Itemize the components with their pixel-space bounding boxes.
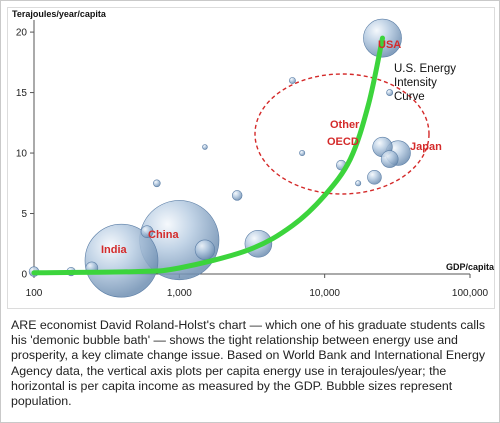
bubble	[140, 225, 154, 238]
bubble	[355, 180, 362, 187]
x-axis-title: GDP/capita	[446, 262, 495, 272]
y-tick-label: 20	[16, 28, 28, 39]
y-axis-title: Terajoules/year/capita	[12, 9, 107, 19]
bubble	[231, 190, 243, 201]
curve-annotation-line1: U.S. Energy	[394, 63, 456, 75]
oecd-label: OECD	[327, 136, 359, 148]
ticks: 100 1,000 10,000 100,000 0 5 10 15 20	[16, 28, 489, 299]
y-tick-label: 15	[16, 88, 28, 99]
china-label: China	[148, 229, 179, 241]
bubble	[380, 150, 399, 168]
usa-label: USA	[378, 39, 401, 51]
bubble	[202, 144, 208, 150]
japan-label: Japan	[410, 141, 442, 153]
x-tick-label: 100,000	[452, 288, 489, 299]
bubble-india	[84, 223, 159, 298]
figure-caption: ARE economist David Roland-Holst's chart…	[11, 318, 486, 409]
bubble	[289, 77, 296, 84]
oecd-region-ellipse	[254, 73, 430, 195]
y-tick-label: 10	[16, 149, 28, 160]
curve-annotation-line2: Intensity	[394, 77, 437, 89]
curve-annotation-line3: Curve	[394, 91, 425, 103]
x-tick-label: 1,000	[167, 288, 192, 299]
bubble	[194, 239, 216, 260]
bubble	[386, 89, 394, 96]
bubble	[299, 150, 306, 157]
bubble	[367, 169, 382, 185]
bubble-chart: 100 1,000 10,000 100,000 0 5 10 15 20 Terajoules…	[12, 9, 495, 299]
chart-panel: 100 1,000 10,000 100,000 0 5 10 15 20 Terajoules…	[7, 7, 495, 309]
energy-intensity-curve	[31, 35, 385, 276]
india-label: India	[101, 244, 128, 256]
other-label: Other	[330, 119, 360, 131]
bubble	[153, 179, 161, 188]
y-tick-label: 5	[21, 209, 27, 220]
x-tick-label: 10,000	[309, 288, 340, 299]
x-tick-label: 100	[26, 288, 43, 299]
y-tick-label: 0	[21, 270, 27, 281]
